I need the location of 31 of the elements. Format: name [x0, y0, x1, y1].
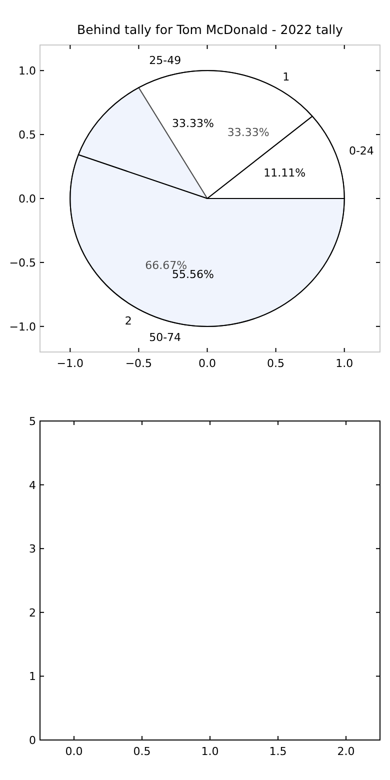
x-tick-label: −0.5 [125, 357, 152, 370]
y-tick-label: 2 [29, 606, 36, 620]
x-tick-label: 1.5 [269, 745, 287, 758]
y-tick-label: 0.0 [18, 192, 36, 206]
x-tick-label: 0.5 [267, 357, 285, 370]
y-tick-label: 4 [29, 478, 36, 492]
y-tick-label: 0.5 [18, 128, 36, 142]
y-tick-label: −0.5 [9, 256, 36, 270]
slice-label: 2 [124, 314, 132, 328]
data-label: 33.33% [227, 126, 270, 140]
x-tick-label: −1.0 [56, 357, 84, 370]
x-tick-label: 1.0 [201, 745, 219, 758]
x-tick-label: 2.0 [337, 745, 355, 758]
data-label: 33.33% [172, 116, 214, 130]
x-tick-label: 0.0 [65, 745, 83, 758]
x-tick-label: 1.0 [336, 357, 354, 370]
y-tick-label: 1 [29, 670, 36, 684]
slice-label: 1 [282, 70, 290, 84]
chart-title: Behind tally for Tom McDonald - 2022 tally [77, 22, 344, 37]
y-tick-label: −1.0 [9, 320, 36, 334]
y-tick-label: 1.0 [18, 64, 36, 78]
y-tick-label: 3 [29, 542, 36, 556]
slice-label: 50-74 [149, 331, 182, 344]
slice-label: 0-24 [348, 144, 374, 158]
slice-label: 25-49 [149, 54, 182, 67]
data-label: 55.56% [172, 268, 214, 282]
x-tick-label: 0.5 [133, 745, 151, 758]
x-tick-label: 0.0 [198, 357, 216, 370]
y-tick-label: 5 [29, 415, 36, 428]
data-label: 11.11% [264, 166, 306, 180]
y-tick-label: 0 [29, 734, 36, 747]
